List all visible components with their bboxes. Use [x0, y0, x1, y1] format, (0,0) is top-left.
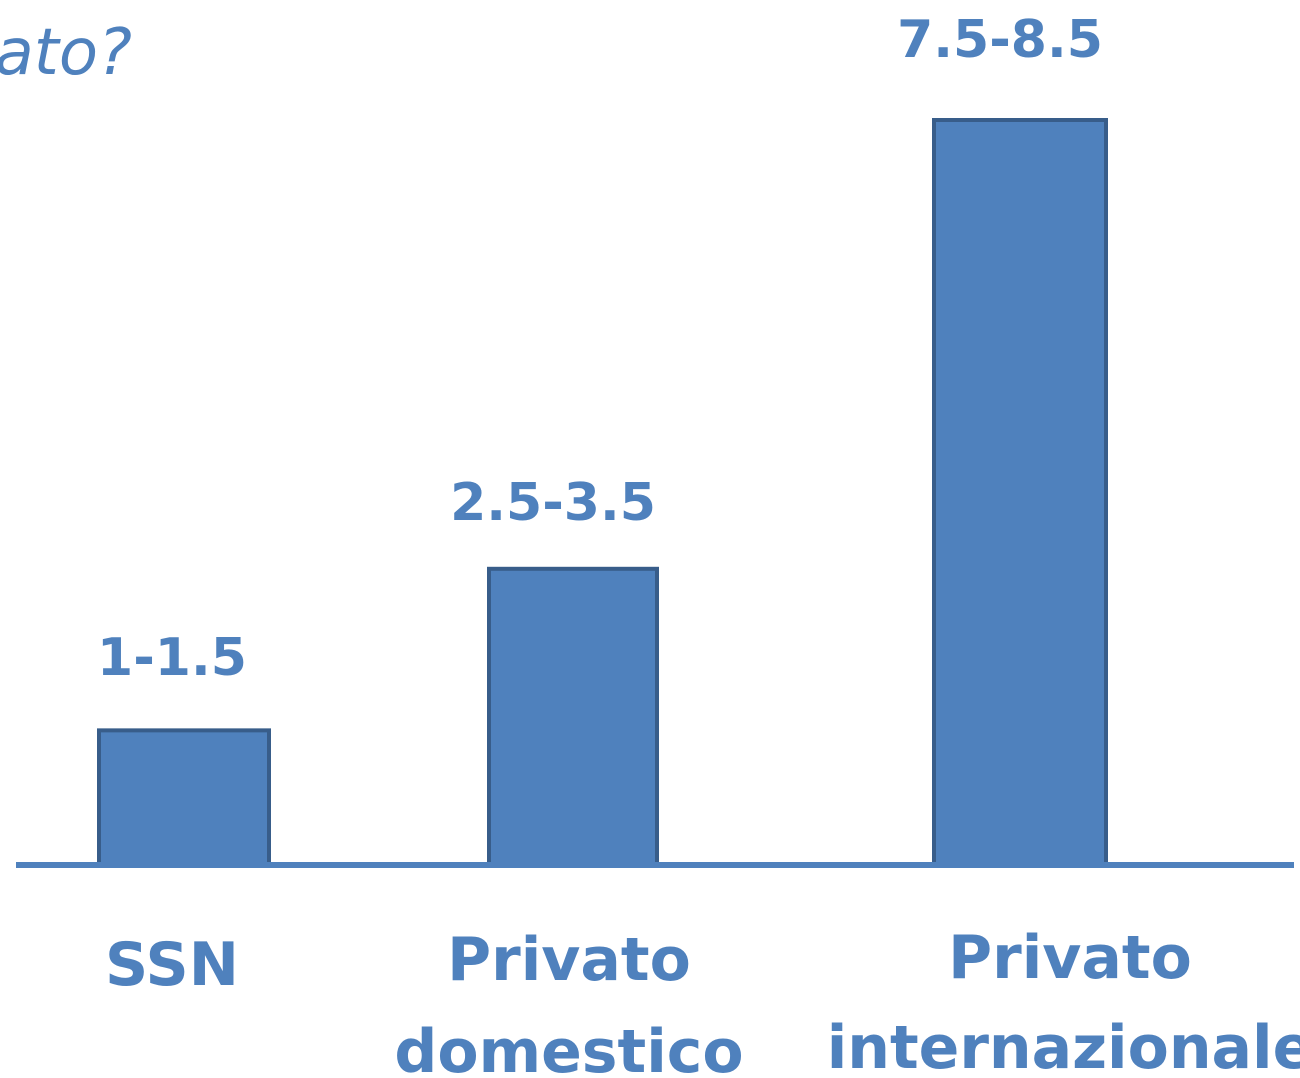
bar-2: [932, 118, 1108, 867]
bar-1: [487, 566, 659, 867]
data-label-1: 2.5-3.5: [450, 473, 656, 533]
bars-layer: [97, 118, 1108, 867]
value-labels-layer: 1-1.5 2.5-3.5 7.5-8.5: [97, 10, 1103, 688]
category-label-1-line-0: Privato: [447, 925, 691, 995]
category-label-1-line-1: domestico: [394, 1017, 743, 1078]
data-label-2: 7.5-8.5: [897, 10, 1103, 70]
chart-title: ato?: [0, 16, 132, 90]
bar-0: [97, 728, 271, 867]
data-label-0: 1-1.5: [97, 628, 247, 688]
category-label-0-line-0: SSN: [105, 930, 239, 1000]
category-label-2-line-1: internazionale: [827, 1013, 1300, 1078]
category-label-2-line-0: Privato: [948, 923, 1192, 993]
category-labels-layer: SSN Privato domestico Privato internazionale: [105, 923, 1300, 1078]
